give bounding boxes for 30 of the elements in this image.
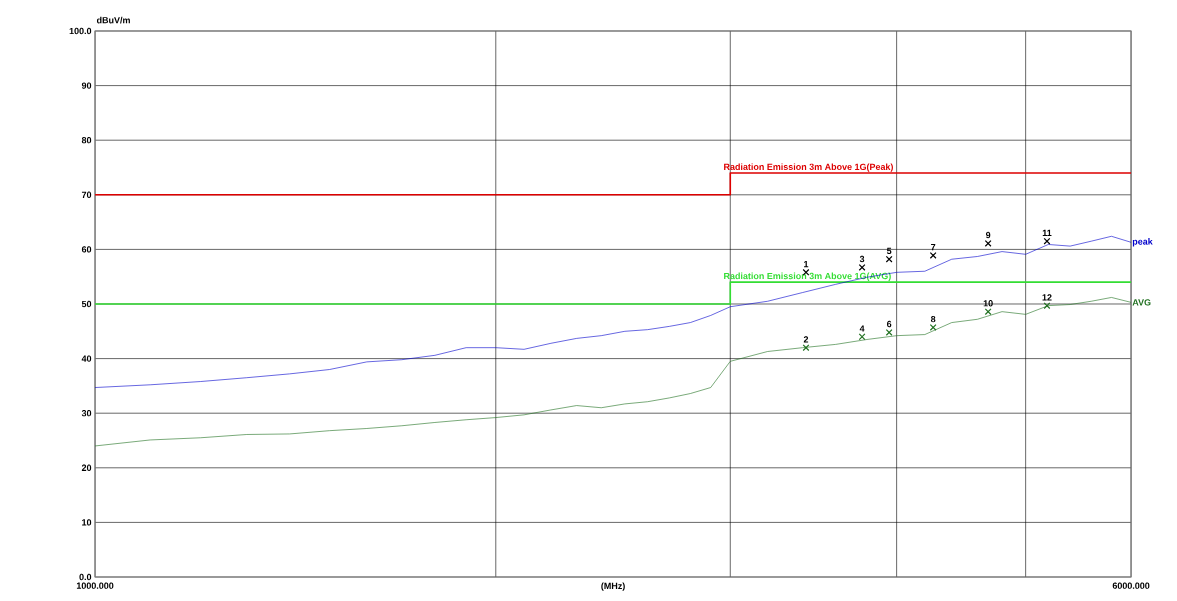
y-tick-label: 90 [81, 82, 92, 89]
y-tick-label: 100.0 [69, 27, 92, 35]
y-tick-label: 60 [81, 246, 92, 253]
y-tick-label: 80 [81, 137, 92, 144]
series-label: AVG [1132, 299, 1151, 306]
annotation: 11 [1042, 229, 1052, 237]
annotation: 7 [931, 244, 936, 251]
y-tick-label: 20 [81, 464, 92, 471]
y-axis-title: dBuV/m [96, 16, 130, 24]
annotation: 6 [886, 320, 892, 328]
annotation: 2 [803, 336, 809, 343]
y-tick-label: 40 [81, 355, 92, 362]
annotation: 8 [930, 315, 936, 323]
y-tick-label: 0.0 [79, 573, 92, 581]
annotation: 1 [804, 260, 809, 268]
y-tick-label: 30 [81, 410, 92, 417]
x-tick-label: 1000.000 [76, 582, 114, 589]
y-tick-label: 10 [82, 519, 92, 526]
y-tick-label: 50 [81, 300, 92, 308]
annotation: 5 [886, 247, 892, 255]
y-tick-label: 70 [81, 191, 92, 198]
annotation: 12 [1042, 294, 1052, 301]
annotation: 4 [859, 325, 865, 332]
annotation: 3 [859, 255, 865, 263]
annotation: 10 [983, 300, 993, 307]
x-axis-title: (MHz) [601, 582, 625, 591]
annotation: 9 [985, 231, 991, 239]
x-tick-label: 6000.000 [1112, 582, 1150, 589]
series-label: Radiation Emission 3m Above 1G(Peak) [724, 163, 893, 172]
series-label: peak [1132, 238, 1153, 247]
